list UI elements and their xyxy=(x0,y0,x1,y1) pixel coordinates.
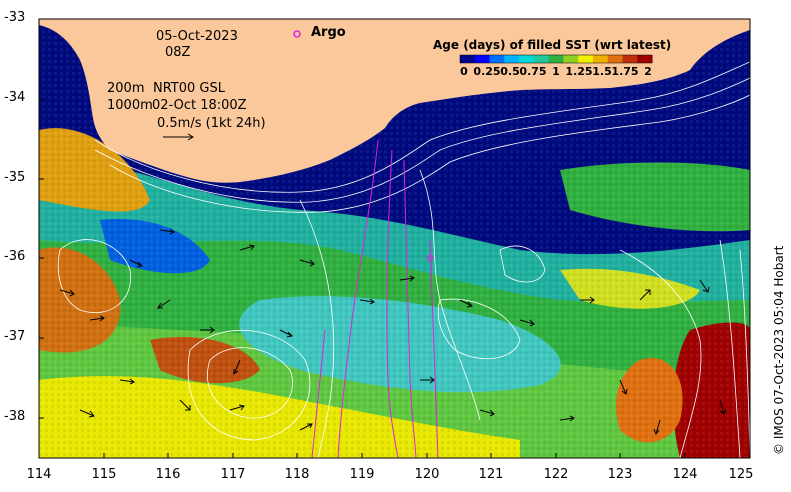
legend-tick-label: 0.75 xyxy=(519,65,547,78)
legend-swatch xyxy=(474,55,491,63)
legend-tick-label: 1.75 xyxy=(611,65,639,78)
contour-depth-200: 200m xyxy=(107,81,145,96)
x-tick: 121 xyxy=(478,467,504,482)
plot-area xyxy=(39,19,750,458)
legend-tick-label: 0 xyxy=(460,65,468,78)
legend-swatch xyxy=(504,55,520,63)
legend-title: Age (days) of filled SST (wrt latest) xyxy=(433,38,672,52)
product-label: NRT00 GSL xyxy=(153,81,225,96)
legend-swatch xyxy=(548,55,564,63)
legend-swatch xyxy=(578,55,594,63)
date-line2: 08Z xyxy=(165,45,191,60)
depth-contours xyxy=(57,61,750,458)
plot-frame xyxy=(38,18,751,459)
x-tick: 117 xyxy=(220,467,246,482)
y-tick: -33 xyxy=(4,10,26,25)
y-tick: -37 xyxy=(4,329,26,344)
x-tick: 123 xyxy=(607,467,633,482)
contour-depth-1000: 1000m xyxy=(107,98,153,113)
argo-legend-marker xyxy=(293,30,301,38)
legend-tick-label: 1.5 xyxy=(592,65,612,78)
x-tick: 114 xyxy=(26,467,52,482)
legend-border xyxy=(459,54,653,64)
tick-marks xyxy=(38,18,751,458)
x-tick: 125 xyxy=(728,467,754,482)
date-line1: 05-Oct-2023 xyxy=(156,29,238,44)
x-tick: 119 xyxy=(349,467,375,482)
legend-swatch xyxy=(563,55,579,63)
x-tick: 115 xyxy=(91,467,117,482)
x-tick: 122 xyxy=(543,467,569,482)
scale-arrow xyxy=(163,133,194,141)
x-tick: 116 xyxy=(155,467,181,482)
legend-swatch xyxy=(607,55,623,63)
legend-colorbar xyxy=(459,54,653,64)
legend-tick-label: 1.25 xyxy=(565,65,593,78)
y-tick: -34 xyxy=(4,90,26,105)
credit-label: © IMOS 07-Oct-2023 05:04 Hobart xyxy=(772,245,786,455)
legend-swatch xyxy=(533,55,550,63)
legend-tick-label: 2 xyxy=(644,65,652,78)
legend-tick-label: 0.5 xyxy=(500,65,520,78)
scale-label: 0.5m/s (1kt 24h) xyxy=(157,116,266,131)
x-tick: 118 xyxy=(284,467,310,482)
legend-swatch xyxy=(519,55,535,63)
legend-swatch xyxy=(489,55,505,63)
x-tick: 120 xyxy=(414,467,440,482)
legend-tick-label: 1 xyxy=(552,65,560,78)
timestamp-label: 02-Oct 18:00Z xyxy=(152,98,247,113)
y-tick: -38 xyxy=(4,409,26,424)
legend-swatch xyxy=(637,55,653,63)
legend-tick-label: 0.25 xyxy=(473,65,501,78)
y-tick: -36 xyxy=(4,249,26,264)
x-tick: 124 xyxy=(672,467,698,482)
current-vectors xyxy=(59,228,727,436)
argo-tracks xyxy=(311,139,439,458)
argo-label: Argo xyxy=(311,25,346,40)
legend-swatch xyxy=(460,55,476,63)
y-tick: -35 xyxy=(4,170,26,185)
legend-swatch xyxy=(622,55,638,63)
argo-float-marker xyxy=(426,254,434,262)
legend-swatch xyxy=(592,55,609,63)
